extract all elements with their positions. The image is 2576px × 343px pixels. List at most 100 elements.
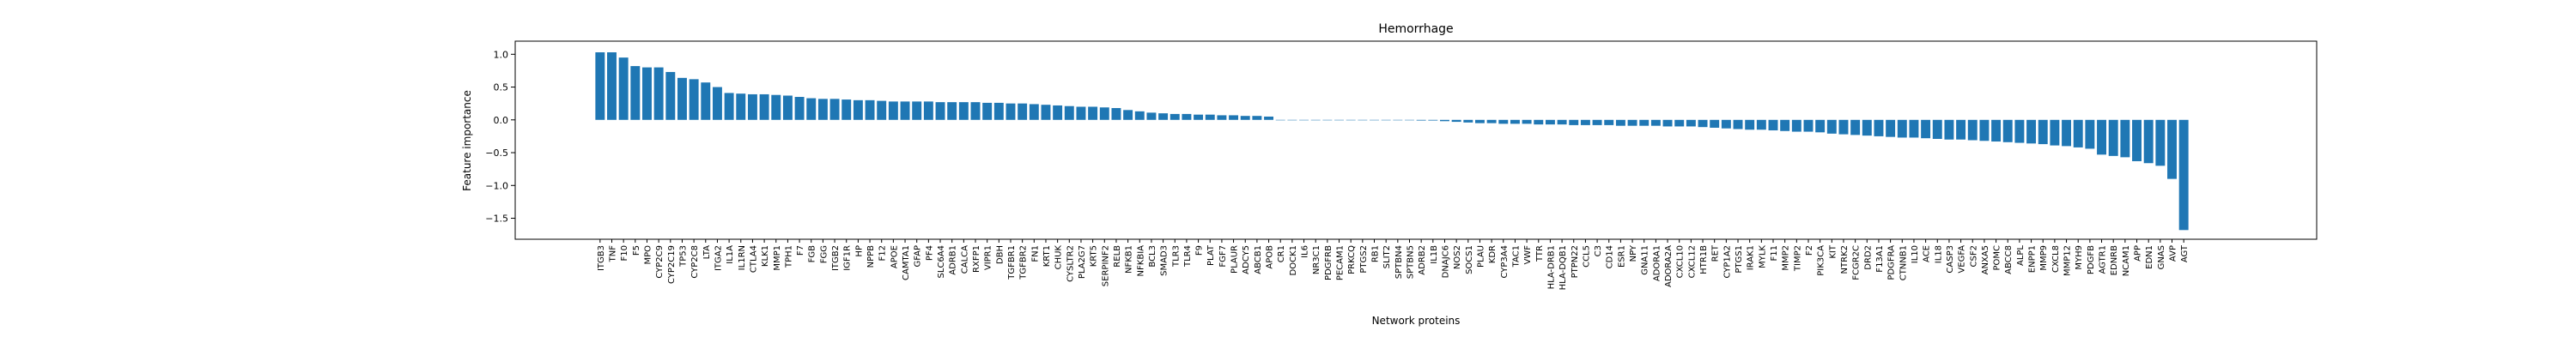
bar [877, 100, 887, 120]
x-tick-label: RB1 [1371, 245, 1381, 262]
x-tick-label: ITGA2 [714, 245, 723, 271]
x-tick-label: F5 [632, 245, 641, 256]
bar [1815, 119, 1826, 133]
x-tick-label: CYP2C9 [655, 245, 665, 279]
x-tick-label: VIPR1 [984, 245, 993, 270]
bar [1580, 119, 1590, 125]
bar [1405, 119, 1414, 121]
x-tick-label: NFKBIA [1136, 245, 1145, 277]
bar [1146, 112, 1157, 120]
x-tick-label: CXCL10 [1676, 245, 1686, 278]
x-tick-label: AVP [2169, 245, 2178, 262]
bar [1721, 119, 1731, 129]
bar [1451, 119, 1461, 123]
x-tick-label: RELB [1113, 245, 1122, 268]
x-tick-label: KDR [1488, 245, 1498, 263]
bar [1486, 119, 1497, 123]
bar [1557, 119, 1567, 125]
x-tick-label: MMP1 [773, 245, 782, 271]
plot-frame [514, 40, 2318, 240]
x-tick-label: NOS2 [1453, 245, 1462, 269]
x-tick-label: CAMTA1 [902, 245, 911, 280]
x-tick-label: PLAU [1476, 245, 1485, 268]
bar [841, 99, 852, 120]
x-tick-label: SPTBN4 [1394, 245, 1404, 279]
x-tick-label: SLIT2 [1382, 245, 1392, 268]
bar [1627, 119, 1637, 126]
x-tick-label: SMAD3 [1160, 245, 1170, 276]
bar [1229, 115, 1239, 120]
x-tick-label: PIK3CA [1817, 245, 1826, 276]
x-tick-label: KIT [1828, 244, 1838, 259]
bar [1416, 119, 1426, 121]
bar [1287, 119, 1297, 121]
y-axis-label: Feature importance [461, 90, 473, 191]
x-tick-label: DRD2 [1863, 245, 1873, 270]
bar [1932, 119, 1942, 139]
x-tick-label: APOB [1266, 245, 1275, 269]
bar [1018, 103, 1028, 120]
bar [1029, 104, 1039, 120]
x-tick-label: BCL3 [1148, 245, 1157, 268]
bar [747, 93, 757, 120]
bar [1358, 119, 1368, 121]
x-tick-label: NFKB1 [1125, 245, 1134, 274]
bar [1334, 119, 1344, 121]
x-tick-label: DOCK1 [1289, 245, 1298, 275]
bar [2132, 119, 2142, 161]
x-tick-label: IL1A [726, 245, 735, 264]
bar [817, 99, 828, 120]
x-tick-label: ANXA5 [1981, 245, 1990, 274]
x-tick-label: CXCL12 [1687, 245, 1697, 278]
bar [970, 102, 981, 120]
bar [1463, 119, 1473, 123]
x-tick-label: NTRK2 [1840, 245, 1850, 274]
chart-title: Hemorrhage [1378, 22, 1453, 36]
bar [1064, 105, 1074, 120]
x-tick-label: C3 [1594, 245, 1603, 256]
bar [853, 99, 863, 120]
bar [1991, 119, 2002, 142]
x-tick-label: RXFP1 [972, 245, 981, 273]
x-tick-label: PTGS1 [1735, 245, 1744, 274]
x-tick-label: SOCS1 [1465, 245, 1474, 274]
x-tick-label: CALCA [960, 245, 969, 274]
bar [2178, 119, 2189, 231]
bar [1897, 119, 1907, 138]
x-tick-label: ESR1 [1617, 245, 1626, 268]
x-tick-label: PF4 [925, 245, 934, 261]
bar [1310, 119, 1321, 121]
bar [2073, 119, 2083, 147]
bar [1768, 119, 1778, 131]
x-tick-label: MMP12 [2063, 245, 2073, 276]
bar [1088, 106, 1098, 120]
x-tick-label: GNAS [2157, 245, 2166, 269]
x-tick-label: F2 [1805, 245, 1814, 256]
bar [1498, 119, 1509, 124]
x-tick-label: F10 [620, 245, 629, 261]
bar [2026, 119, 2037, 144]
bar [958, 102, 969, 120]
x-tick-label: IGF1R [843, 245, 853, 271]
x-tick-label: NPY [1629, 244, 1638, 262]
bar [1123, 110, 1133, 120]
x-tick-label: GNA11 [1641, 245, 1650, 275]
bar [689, 79, 699, 120]
x-tick-label: POMC [1993, 245, 2002, 271]
bar [1733, 119, 1743, 129]
bar [2002, 119, 2013, 142]
y-tick-label: 0.0 [494, 115, 509, 126]
bar [607, 52, 617, 120]
bar [1745, 119, 1755, 130]
x-tick-label: TIMP2 [1793, 245, 1802, 272]
x-tick-label: MMP9 [2039, 245, 2049, 271]
bar [1041, 105, 1051, 120]
bar [1440, 119, 1449, 122]
x-tick-label: PDGFB [2087, 245, 2096, 274]
bar [1979, 119, 1990, 141]
bar [1639, 119, 1649, 126]
bar [1886, 119, 1896, 137]
x-tick-label: AGT [2180, 244, 2190, 262]
bar [782, 95, 793, 120]
